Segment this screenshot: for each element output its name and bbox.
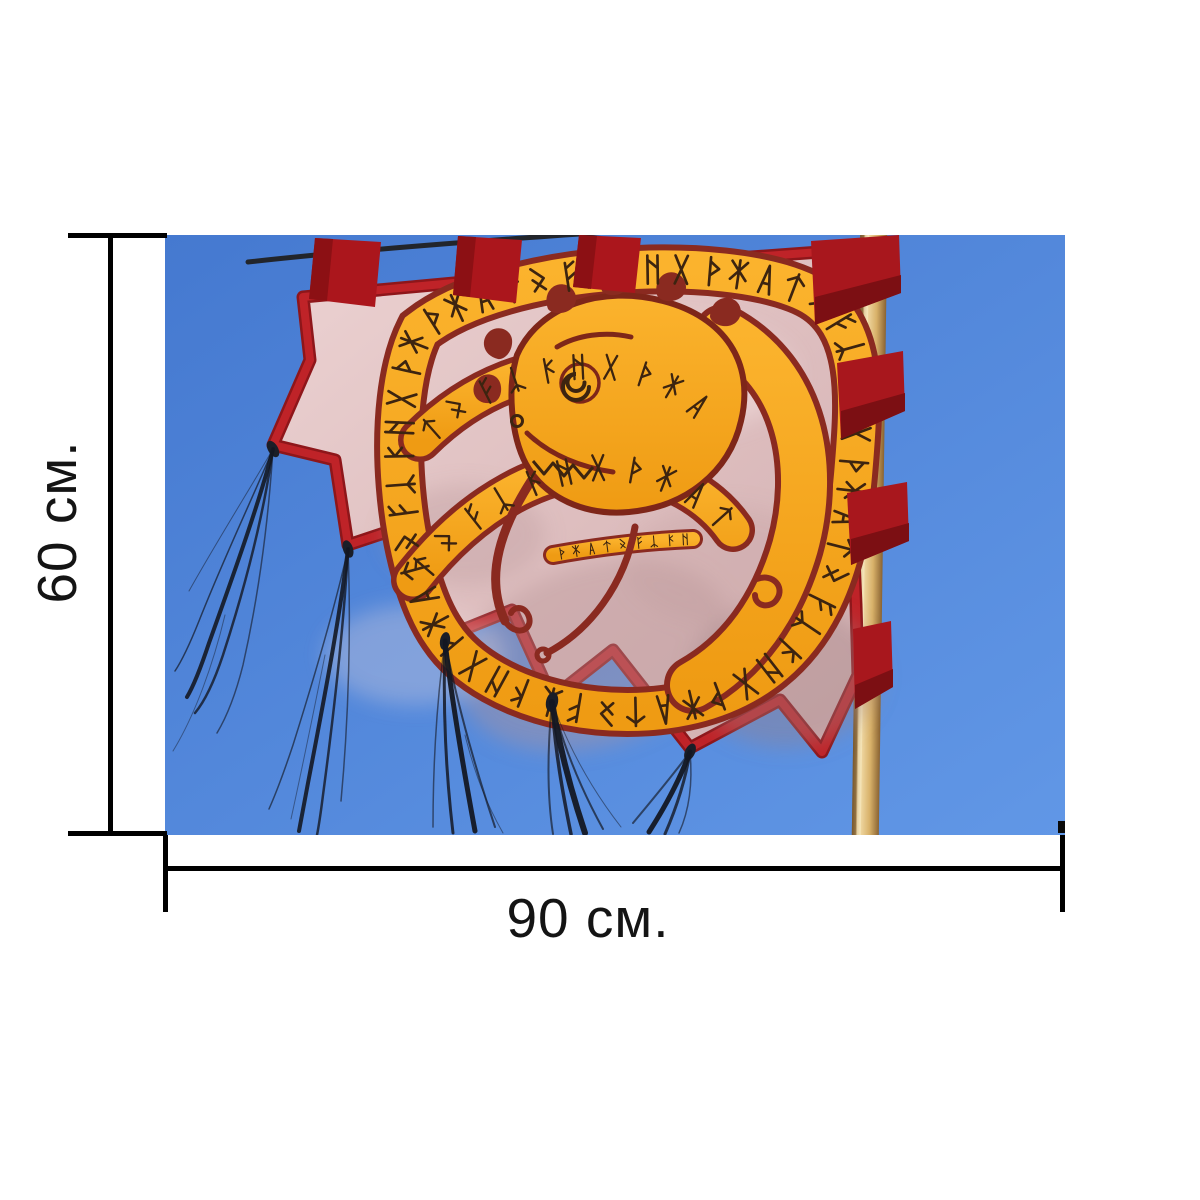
height-dimension-tick-bottom — [68, 831, 167, 836]
tassel — [268, 540, 354, 835]
width-dimension-tick-left — [163, 835, 168, 912]
tassel — [172, 440, 280, 752]
tendrils — [491, 476, 783, 664]
width-dimension-label: 90 см. — [506, 887, 670, 949]
top-rope — [245, 235, 602, 265]
horsehair-tassels — [172, 440, 696, 835]
width-dimension-tick-right — [1060, 835, 1065, 912]
runic-serpent-design — [374, 244, 883, 737]
product-photo — [165, 235, 1065, 835]
tassel — [545, 692, 622, 835]
height-dimension-line — [108, 235, 113, 835]
height-dimension-label: 60 см. — [26, 440, 88, 604]
photo-artifact — [1058, 821, 1065, 833]
height-dimension-tick-top — [68, 233, 167, 238]
tassel — [632, 743, 696, 835]
banner-top-tabs — [309, 235, 641, 307]
width-dimension-line — [165, 866, 1065, 871]
pole-straps — [811, 235, 909, 709]
dragon-head — [473, 266, 748, 516]
tassel — [432, 632, 504, 835]
